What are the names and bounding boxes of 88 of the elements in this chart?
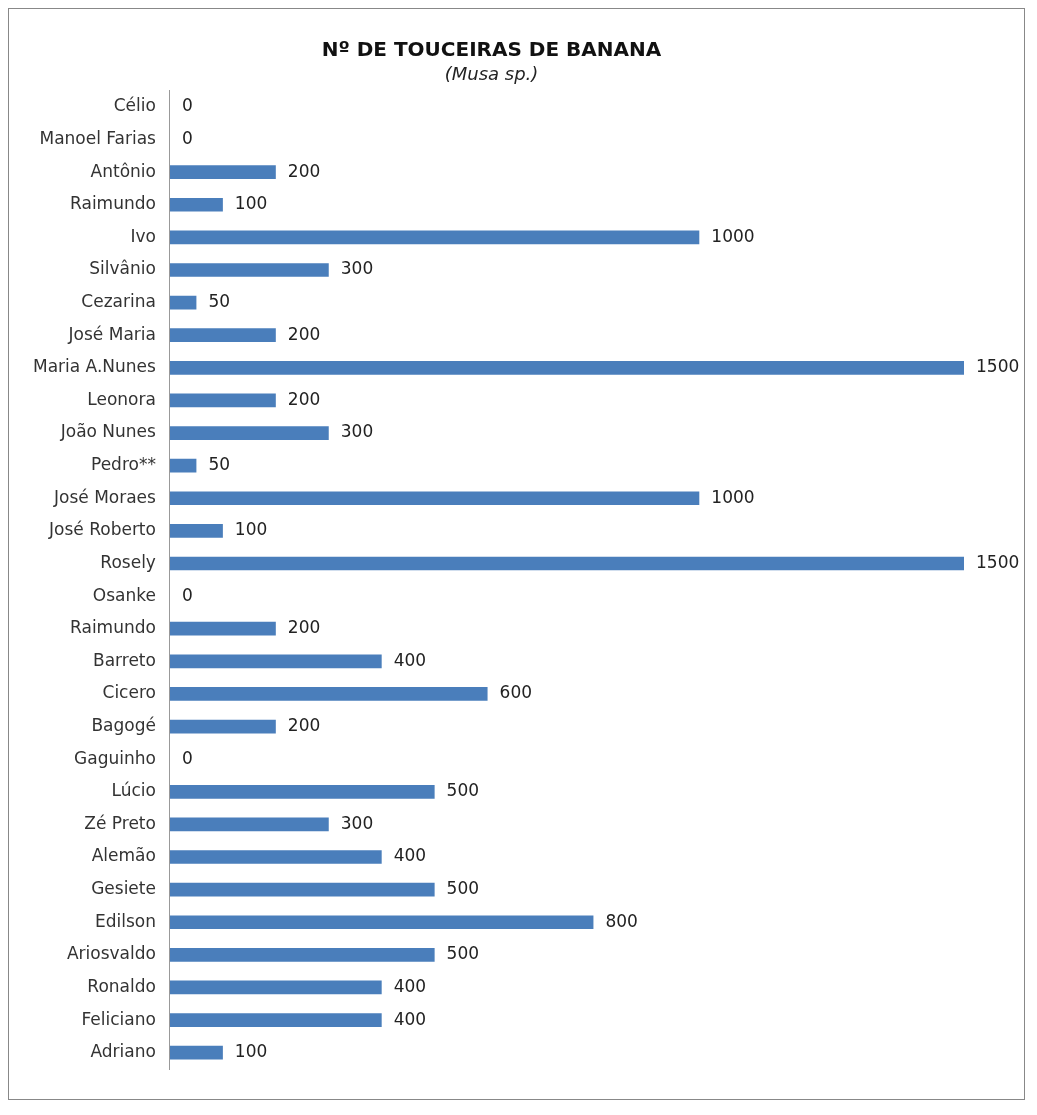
y-tick-label: Silvânio (89, 258, 156, 279)
bar (169, 197, 223, 212)
data-label: 500 (446, 943, 480, 964)
data-label: 400 (393, 649, 427, 670)
y-tick-label: Zé Preto (84, 812, 156, 833)
bar (169, 524, 223, 538)
data-label: 0 (181, 95, 193, 116)
y-tick-label: José Moraes (53, 486, 157, 507)
bar (169, 328, 276, 343)
y-tick-label: Lúcio (111, 780, 156, 801)
y-tick-label: Antônio (90, 160, 156, 181)
data-label: 200 (287, 388, 321, 409)
bar (169, 980, 382, 995)
data-label: 800 (605, 910, 638, 931)
data-label: 600 (499, 682, 533, 703)
data-label: 200 (287, 714, 321, 735)
bar (169, 295, 197, 310)
bar (169, 621, 276, 636)
data-label: 50 (208, 454, 231, 475)
y-tick-label: Maria A.Nunes (33, 356, 157, 377)
y-tick-label: Cicero (102, 682, 156, 703)
y-tick-label: Adriano (90, 1041, 156, 1062)
data-label: 300 (340, 421, 374, 442)
bar (169, 458, 197, 473)
bar (169, 1013, 382, 1027)
y-tick-label: Manoel Farias (39, 127, 157, 148)
bar (169, 654, 382, 669)
y-tick-label: Bagogé (91, 714, 156, 735)
y-tick-label: Gaguinho (74, 747, 156, 768)
y-tick-label: Célio (113, 95, 156, 116)
y-tick-label: Ivo (130, 225, 156, 246)
data-label: 0 (181, 127, 193, 148)
y-tick-label: Edilson (94, 910, 156, 931)
data-label: 200 (287, 160, 321, 181)
y-tick-label: Osanke (92, 584, 156, 605)
y-tick-label: Raimundo (70, 617, 156, 638)
data-label: 400 (393, 975, 427, 996)
data-label: 300 (340, 812, 374, 833)
bar (169, 915, 594, 930)
y-tick-label: Gesiete (91, 878, 156, 899)
y-tick-label: Ariosvaldo (66, 943, 156, 964)
y-tick-label: José Maria (67, 323, 156, 344)
data-label: 400 (393, 845, 427, 866)
y-tick-label: Cezarina (81, 291, 156, 312)
data-label: 100 (234, 193, 268, 214)
bar (169, 850, 382, 864)
bar (169, 556, 964, 571)
bar (169, 817, 329, 832)
data-label: 100 (234, 1041, 268, 1062)
data-label: 1000 (711, 486, 755, 507)
data-label: 1500 (976, 551, 1020, 572)
bar (169, 1045, 223, 1060)
bar (169, 165, 276, 179)
data-label: 400 (393, 1008, 427, 1029)
data-label: 50 (208, 291, 231, 312)
data-label: 0 (181, 584, 193, 605)
bar (169, 230, 700, 245)
bar (169, 948, 435, 962)
data-label: 1000 (711, 225, 755, 246)
data-label: 300 (340, 258, 374, 279)
y-tick-label: Rosely (100, 551, 156, 572)
bar (169, 784, 435, 799)
bar (169, 719, 276, 734)
bar (169, 687, 488, 701)
bar (169, 882, 435, 897)
bar (169, 360, 964, 375)
y-tick-label: Pedro** (91, 454, 156, 475)
chart-subtitle: (Musa sp.) (444, 63, 539, 85)
y-tick-label: Ronaldo (87, 975, 156, 996)
bar (169, 426, 329, 440)
data-label: 500 (446, 780, 480, 801)
data-label: 100 (234, 519, 268, 540)
bar (169, 393, 276, 408)
data-label: 200 (287, 617, 321, 638)
data-label: 500 (446, 878, 480, 899)
y-tick-label: Leonora (87, 388, 156, 409)
bar (169, 491, 700, 506)
data-label: 1500 (976, 356, 1020, 377)
chart-title: Nº DE TOUCEIRAS DE BANANA (321, 37, 662, 62)
data-label: 0 (181, 747, 193, 768)
y-tick-label: Barreto (93, 649, 156, 670)
y-tick-label: Alemão (91, 845, 156, 866)
y-tick-label: João Nunes (59, 421, 157, 442)
y-tick-label: Raimundo (70, 193, 156, 214)
data-label: 200 (287, 323, 321, 344)
bar (169, 263, 329, 277)
y-tick-label: José Roberto (48, 519, 156, 540)
y-tick-label: Feliciano (81, 1008, 156, 1029)
